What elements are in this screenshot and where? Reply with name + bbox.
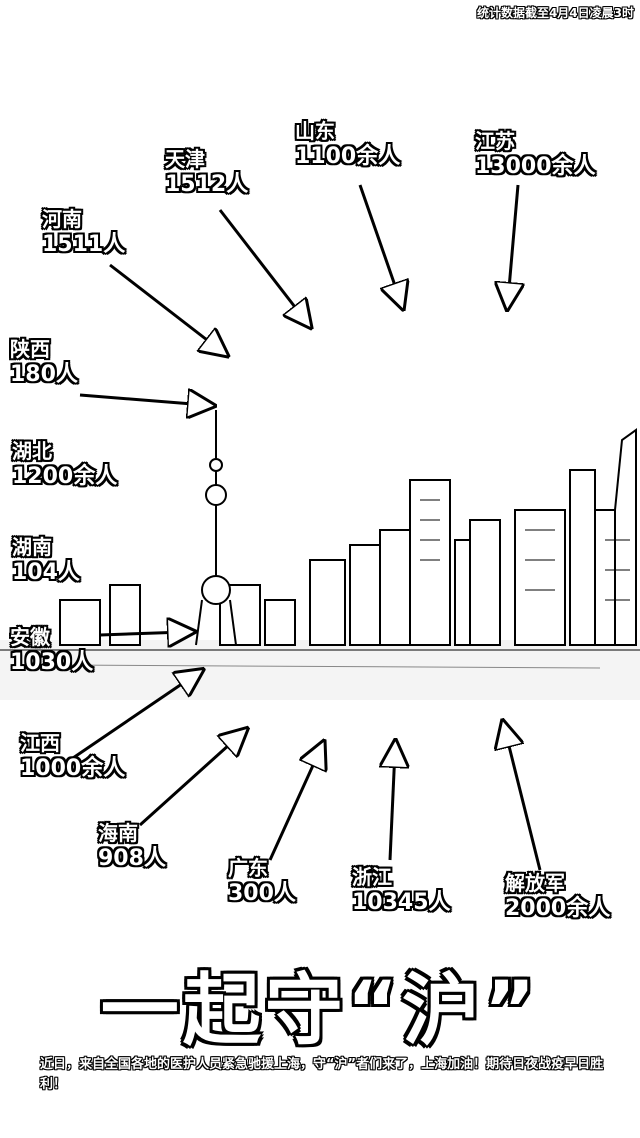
label-hunan: 湖南 104人 <box>12 534 80 586</box>
label-hubei: 湖北 1200余人 <box>12 438 117 490</box>
label-jiangsu: 江苏 13000余人 <box>475 128 596 180</box>
label-hainan: 海南 908人 <box>98 820 166 872</box>
staff-count: 1511人 <box>42 232 126 257</box>
staff-count: 104人 <box>12 560 80 585</box>
region-name: 江西 <box>20 731 60 755</box>
staff-count: 1100余人 <box>295 144 401 169</box>
staff-count: 13000余人 <box>475 154 596 179</box>
label-tianjin: 天津 1512人 <box>165 146 248 198</box>
label-pla: 解放军 2000余人 <box>505 870 610 922</box>
region-name: 陕西 <box>10 337 50 361</box>
region-name: 解放军 <box>505 871 565 895</box>
staff-count: 2000余人 <box>505 896 611 921</box>
data-note: 统计数据截至4月4日凌晨3时 <box>476 6 634 20</box>
region-name: 湖南 <box>12 535 52 559</box>
label-zhejiang: 浙江 10345人 <box>352 864 451 916</box>
region-name: 湖北 <box>12 439 52 463</box>
staff-count: 1030人 <box>10 650 94 675</box>
region-name: 天津 <box>165 147 205 171</box>
region-name: 江苏 <box>475 129 515 153</box>
staff-count: 1512人 <box>165 172 249 197</box>
headline-title: 一起守“沪” <box>100 966 540 1056</box>
label-jiangxi: 江西 1000余人 <box>20 730 125 782</box>
label-shaanxi: 陕西 180人 <box>10 336 78 388</box>
region-name: 海南 <box>98 821 138 845</box>
label-guangdong: 广东 300人 <box>228 855 296 907</box>
caption-text: 近日，来自全国各地的医护人员紧急驰援上海，守“沪”者们来了，上海加油！期待日夜战… <box>40 1057 604 1092</box>
staff-count: 10345人 <box>352 890 451 915</box>
region-name: 广东 <box>228 856 268 880</box>
region-name: 河南 <box>42 207 82 231</box>
label-shandong: 山东 1100余人 <box>295 118 400 170</box>
label-anhui: 安徽 1030人 <box>10 624 93 676</box>
staff-count: 300人 <box>228 881 296 906</box>
staff-count: 1000余人 <box>20 756 126 781</box>
staff-count: 908人 <box>98 846 166 871</box>
staff-count: 1200余人 <box>12 464 118 489</box>
staff-count: 180人 <box>10 362 78 387</box>
label-henan: 河南 1511人 <box>42 206 125 258</box>
region-name: 安徽 <box>10 625 50 649</box>
region-name: 浙江 <box>352 865 392 889</box>
region-name: 山东 <box>295 119 335 143</box>
